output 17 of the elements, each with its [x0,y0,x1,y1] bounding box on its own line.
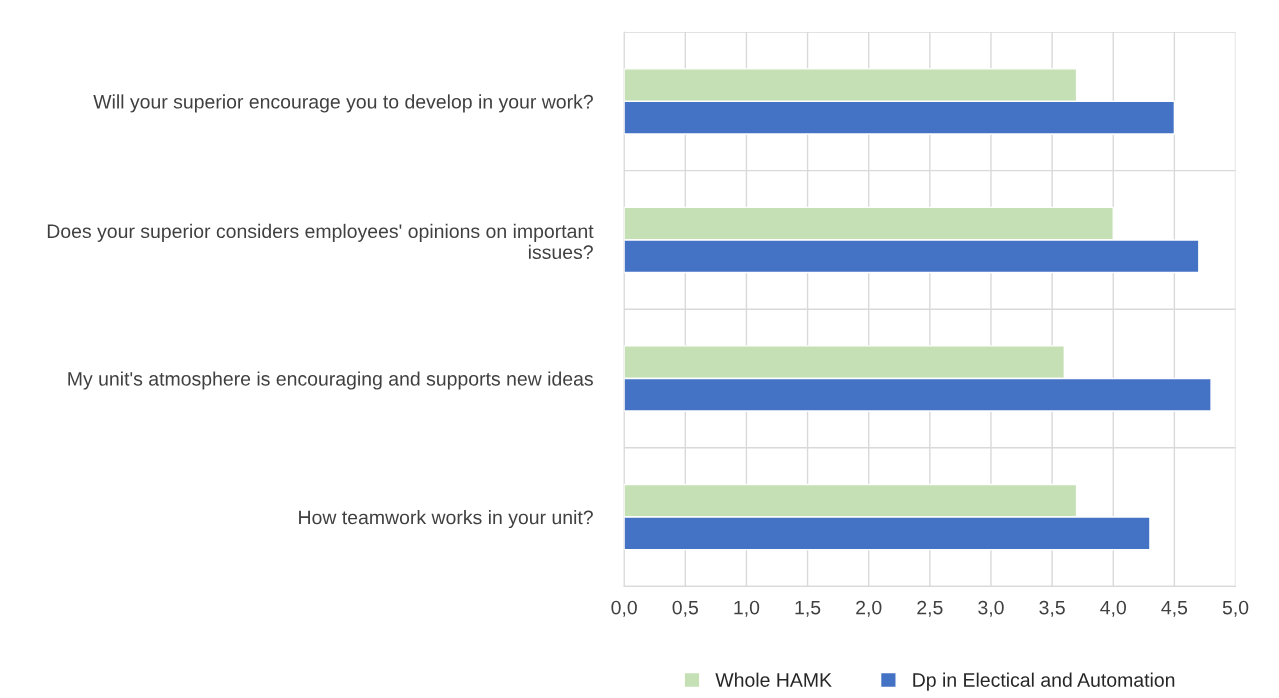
x-tick-label: 3,5 [1039,600,1065,617]
legend-label: Whole HAMK [715,672,832,687]
y-tick-label: How teamwork works in your unit? [299,510,593,529]
x-tick-label: 2,5 [917,600,943,617]
y-tick-label: My unit's atmosphere is encouraging and supports new ideas [68,371,593,390]
x-tick-label: 3,0 [978,600,1004,617]
x-tick-label: 2,0 [856,600,882,617]
x-tick-label: 4,0 [1100,600,1126,617]
x-tick-label: 1,0 [734,600,760,617]
y-tick-label: Will your superior encourage you to develop in your work? [93,94,593,113]
legend-label: Dp in Electical and Automation [913,672,1175,691]
y-tick-label: Does your superior considers employees' opinions on important issues? [47,223,594,260]
x-tick-label: 1,5 [795,600,821,617]
x-tick-label: 0,0 [611,600,637,617]
x-tick-label: 0,5 [672,600,698,617]
x-tick-label: 5,0 [1222,600,1249,617]
x-tick-label: 4,5 [1161,600,1188,617]
